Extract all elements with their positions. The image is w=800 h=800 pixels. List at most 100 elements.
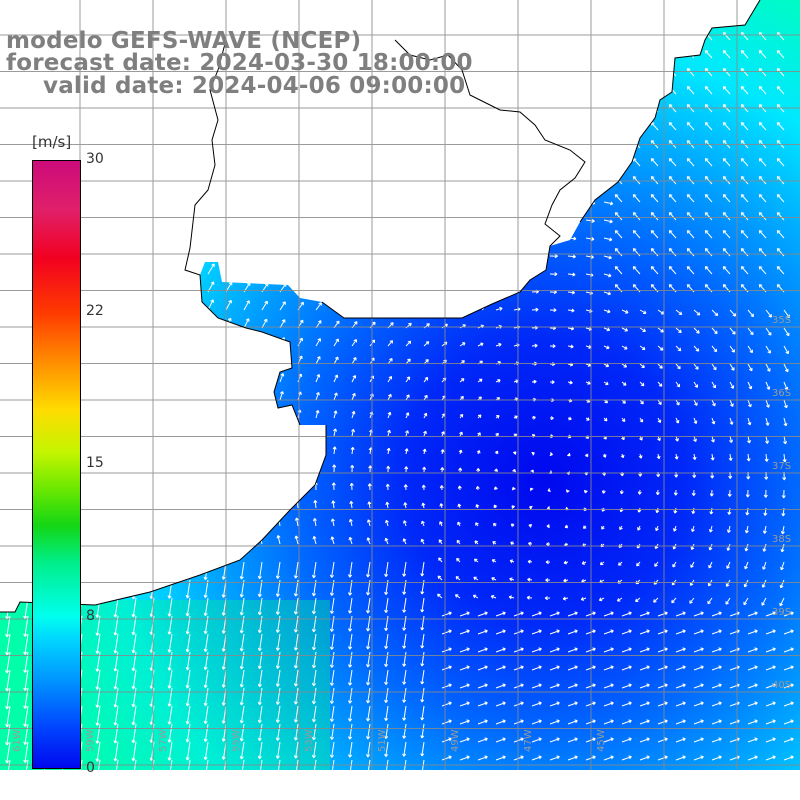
coastline [0, 0, 761, 613]
wind-arrow [117, 120, 127, 131]
wind-arrow [549, 254, 558, 259]
wind-arrow [747, 755, 758, 761]
wind-arrow [189, 406, 194, 419]
wind-arrow [311, 651, 317, 669]
wind-arrow [439, 485, 444, 491]
wind-arrow [567, 719, 578, 725]
wind-arrow [621, 755, 632, 761]
wind-arrow [512, 451, 517, 455]
wind-arrow [189, 121, 199, 131]
wind-arrow [279, 247, 288, 257]
wind-arrow [387, 124, 400, 131]
wind-arrow [185, 741, 191, 761]
wind-arrow [423, 197, 434, 203]
wind-arrow [495, 611, 506, 617]
wind-arrow [117, 262, 125, 275]
wind-arrow [189, 156, 199, 167]
wind-arrow [27, 369, 32, 383]
wind-arrow [567, 38, 581, 43]
wind-arrow [351, 231, 361, 239]
wind-arrow [566, 489, 570, 493]
wind-arrow [275, 597, 281, 615]
wind-arrow [531, 199, 542, 204]
wind-arrow [423, 179, 434, 185]
wind-arrow [693, 611, 704, 617]
wind-arrow [495, 719, 506, 725]
wind-arrow [765, 345, 771, 354]
wind-arrow [279, 122, 291, 131]
wind-arrow [495, 379, 501, 383]
wind-arrow [711, 719, 722, 725]
wind-arrow [549, 719, 560, 725]
wind-arrow [477, 36, 491, 41]
wind-arrow [531, 415, 536, 420]
wind-arrow [441, 665, 452, 671]
wind-arrow [350, 446, 355, 455]
wind-arrow [511, 505, 516, 509]
wind-arrow [404, 466, 409, 473]
wind-arrow [333, 159, 344, 167]
wind-arrow [783, 629, 794, 635]
wind-arrow [549, 701, 560, 707]
wind-arrow [259, 498, 264, 509]
lat-label: 37S [772, 461, 791, 472]
wind-arrow [693, 309, 701, 316]
wind-arrow [45, 119, 54, 131]
wind-arrow [333, 410, 338, 419]
wind-arrow [315, 122, 327, 131]
wind-arrow [459, 629, 470, 635]
wind-arrow [311, 741, 317, 759]
wind-arrow [619, 525, 623, 531]
wind-arrow [765, 435, 770, 444]
wind-arrow [711, 363, 717, 371]
wind-arrow [693, 417, 698, 425]
wind-arrow [420, 561, 425, 577]
wind-arrow [293, 687, 299, 705]
forecast-date: forecast date: 2024-03-30 18:00:00 [6, 50, 473, 76]
wind-arrow [99, 334, 105, 347]
wind-arrow [776, 86, 785, 95]
wind-arrow [549, 218, 559, 223]
wind-arrow [423, 412, 428, 419]
wind-arrow [366, 651, 371, 668]
wind-arrow [242, 444, 247, 455]
wind-arrow [603, 647, 614, 653]
wind-arrow [81, 209, 89, 221]
wind-arrow [473, 576, 479, 581]
wind-arrow [99, 352, 105, 365]
wind-arrow [387, 340, 394, 347]
wind-arrow [602, 453, 607, 458]
wind-arrow [686, 230, 695, 239]
wind-arrow [386, 465, 391, 473]
wind-arrow [185, 633, 191, 653]
wind-arrow [710, 453, 715, 461]
wind-arrow [673, 525, 677, 532]
wind-arrow [639, 363, 645, 369]
wind-arrow [783, 435, 788, 445]
wind-arrow [513, 91, 526, 96]
wind-arrow [348, 561, 353, 578]
wind-arrow [657, 647, 668, 653]
wind-arrow [603, 611, 614, 617]
wind-arrow [239, 741, 245, 760]
wind-arrow [477, 72, 491, 77]
wind-arrow [668, 248, 677, 257]
wind-arrow [7, 513, 12, 527]
wind-arrow [740, 122, 749, 131]
wind-arrow [423, 161, 435, 167]
wind-arrow [348, 651, 353, 668]
wind-arrow [513, 701, 524, 707]
wind-arrow [722, 266, 731, 275]
wind-arrow [740, 248, 749, 257]
wind-arrow [204, 533, 209, 545]
wind-arrow [131, 597, 137, 618]
wind-arrow [477, 755, 488, 761]
wind-arrow [403, 484, 408, 491]
wind-arrow [581, 561, 587, 565]
wind-arrow [260, 462, 265, 473]
wind-arrow [780, 525, 785, 535]
wind-arrow [441, 719, 452, 725]
wind-arrow [315, 373, 321, 383]
wind-arrow [650, 50, 659, 59]
wind-arrow [549, 665, 560, 671]
